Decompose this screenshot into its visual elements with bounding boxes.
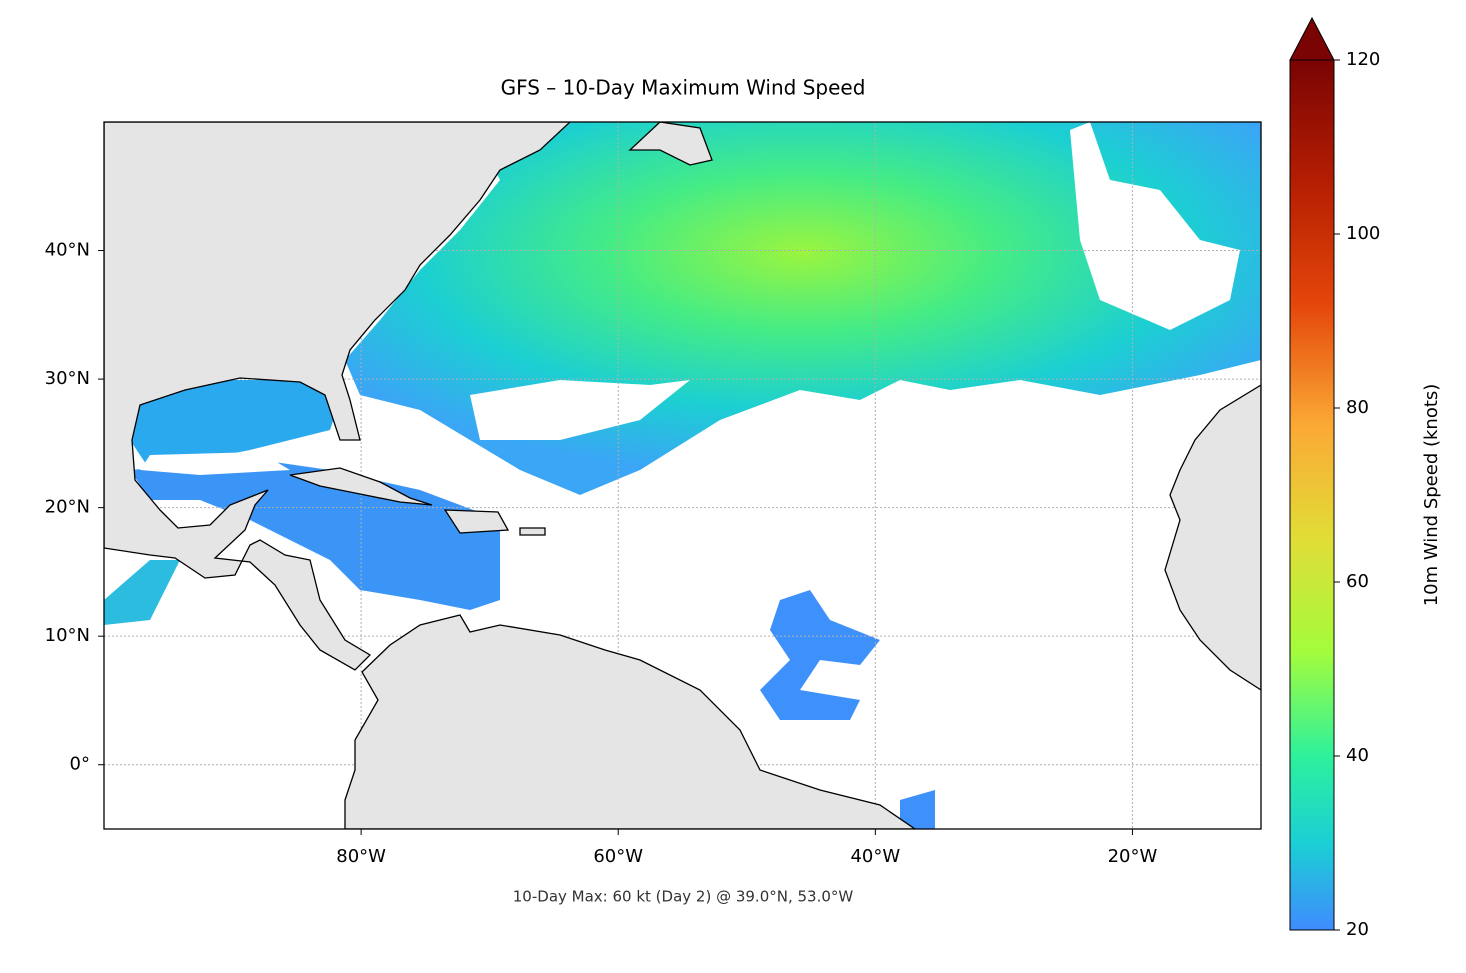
land bbox=[104, 122, 1261, 829]
wind-field bbox=[760, 590, 880, 720]
x-tick-label: 20°W bbox=[1108, 846, 1158, 867]
colorbar-tick-label: 60 bbox=[1346, 571, 1369, 592]
wind-field bbox=[140, 452, 290, 475]
colorbar: 20 40 60 80 100 120 bbox=[1289, 16, 1380, 940]
title: GFS – 10-Day Maximum Wind Speed bbox=[501, 76, 866, 100]
colorbar-tick-label: 120 bbox=[1346, 49, 1380, 70]
y-tick-label: 20°N bbox=[45, 497, 90, 518]
y-tick-label: 40°N bbox=[45, 240, 90, 261]
wind-field bbox=[470, 380, 690, 440]
y-tick-label: 10°N bbox=[45, 625, 90, 646]
x-tick-label: 60°W bbox=[593, 846, 643, 867]
wind-field bbox=[900, 790, 935, 829]
map-frame bbox=[103, 121, 1262, 830]
cuba bbox=[289, 467, 433, 506]
map-axes: 80°W 60°W 40°W 20°W 0° 10°N 20°N 30°N 40°N bbox=[45, 240, 1158, 867]
x-tick-label: 80°W bbox=[336, 846, 386, 867]
newfoundland bbox=[628, 122, 713, 166]
colorbar-label: 10m Wind Speed (knots) bbox=[1421, 384, 1442, 607]
puerto-rico bbox=[519, 527, 546, 536]
colorbar-extend bbox=[1289, 16, 1335, 61]
colorbar-tick-label: 40 bbox=[1346, 745, 1369, 766]
north-america bbox=[104, 122, 571, 671]
colorbar-tick-label: 80 bbox=[1346, 397, 1369, 418]
wind-field bbox=[104, 560, 180, 625]
colorbar-tick-label: 100 bbox=[1346, 223, 1380, 244]
wind-field bbox=[130, 380, 340, 470]
wind-field bbox=[1070, 122, 1240, 330]
y-tick-label: 0° bbox=[70, 754, 90, 775]
x-tick-label: 40°W bbox=[850, 846, 900, 867]
y-tick-label: 30°N bbox=[45, 368, 90, 389]
colorbar-tick-label: 20 bbox=[1346, 919, 1369, 940]
colorbar-scale bbox=[1289, 59, 1335, 931]
hispaniola bbox=[443, 509, 510, 534]
footnote: 10-Day Max: 60 kt (Day 2) @ 39.0°N, 53.0… bbox=[513, 888, 854, 906]
africa bbox=[1164, 384, 1261, 691]
south-america bbox=[344, 614, 917, 829]
